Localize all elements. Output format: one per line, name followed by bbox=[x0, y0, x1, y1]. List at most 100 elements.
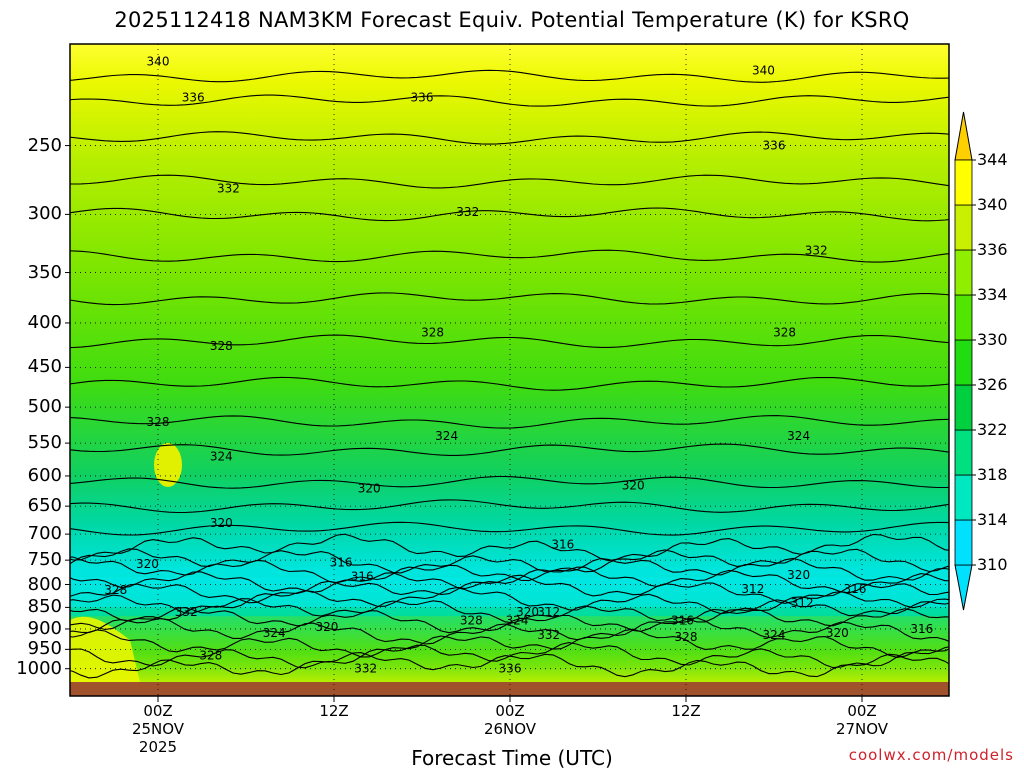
contour-label-text: 332 bbox=[354, 662, 377, 676]
colorbar-segment bbox=[954, 294, 973, 341]
contour-label-text: 332 bbox=[217, 181, 240, 195]
colorbar-label: 334 bbox=[977, 285, 1008, 304]
y-tick-label: 850 bbox=[27, 596, 62, 618]
contour-label: 324 bbox=[763, 628, 786, 642]
contour-label-text: 336 bbox=[182, 90, 205, 104]
y-tick-label: 1000 bbox=[16, 657, 62, 679]
y-tick-label: 700 bbox=[27, 523, 62, 545]
x-tick-label: 12Z bbox=[319, 702, 349, 720]
contour-line bbox=[70, 499, 949, 514]
colorbar-label: 340 bbox=[977, 195, 1008, 214]
contour-label-text: 320 bbox=[316, 620, 339, 634]
contour-line bbox=[70, 292, 949, 306]
y-tick-label: 800 bbox=[27, 573, 62, 595]
contour-label-text: 320 bbox=[622, 478, 645, 492]
y-tick-label: 250 bbox=[27, 134, 62, 156]
contour-label: 332 bbox=[354, 662, 377, 676]
y-tick-label: 350 bbox=[27, 261, 62, 283]
contour-line bbox=[70, 415, 949, 429]
contour-label: 320 bbox=[826, 626, 849, 640]
contour-line bbox=[70, 628, 949, 658]
contour-label-text: 328 bbox=[147, 415, 170, 429]
contour-line bbox=[70, 69, 949, 83]
contour-line bbox=[70, 652, 949, 679]
colorbar-segment bbox=[954, 249, 973, 296]
contour-label-text: 328 bbox=[104, 583, 127, 597]
contour-line bbox=[70, 617, 949, 645]
contour-label: 328 bbox=[421, 325, 444, 339]
contour-label: 320 bbox=[358, 481, 381, 495]
x-tick-label: 12Z bbox=[671, 702, 701, 720]
colorbar-low-arrow bbox=[954, 564, 973, 611]
contour-line bbox=[70, 566, 949, 594]
contour-label: 316 bbox=[910, 622, 933, 636]
contour-label-text: 340 bbox=[752, 64, 775, 78]
contour-label-text: 336 bbox=[411, 90, 434, 104]
contour-label-text: 328 bbox=[773, 325, 796, 339]
colorbar-segment bbox=[954, 474, 973, 521]
contour-label: 324 bbox=[263, 626, 286, 640]
contour-label-text: 316 bbox=[551, 538, 574, 552]
contour-label-text: 312 bbox=[537, 605, 560, 619]
contour-label-text: 316 bbox=[910, 622, 933, 636]
contour-label-text: 324 bbox=[210, 450, 233, 464]
contour-label: 332 bbox=[175, 605, 198, 619]
y-tick-label: 500 bbox=[27, 396, 62, 418]
contour-label: 312 bbox=[791, 596, 814, 610]
colorbar-label: 322 bbox=[977, 420, 1008, 439]
contour-label: 324 bbox=[435, 429, 458, 443]
colorbar-label: 318 bbox=[977, 465, 1008, 484]
contour-line bbox=[70, 376, 949, 391]
x-tick-label: 27NOV bbox=[835, 720, 889, 738]
colorbar-segment bbox=[954, 384, 973, 431]
contour-label: 324 bbox=[787, 429, 810, 443]
ground-strip bbox=[70, 682, 949, 696]
colorbar-label: 326 bbox=[977, 375, 1008, 394]
contour-line bbox=[70, 443, 949, 456]
contour-label-text: 316 bbox=[330, 556, 353, 570]
contour-label: 328 bbox=[210, 339, 233, 353]
contour-label: 336 bbox=[411, 90, 434, 104]
contour-label-text: 328 bbox=[675, 630, 698, 644]
contour-label-text: 320 bbox=[136, 557, 159, 571]
contour-label: 312 bbox=[741, 582, 764, 596]
contour-label: 316 bbox=[551, 538, 574, 552]
contour-label-text: 320 bbox=[358, 481, 381, 495]
contour-label-text: 328 bbox=[421, 325, 444, 339]
contour-label-text: 332 bbox=[456, 205, 479, 219]
contour-label: 316 bbox=[671, 613, 694, 627]
contour-line bbox=[70, 607, 949, 634]
contour-label-text: 332 bbox=[175, 605, 198, 619]
x-tick-label: 2025 bbox=[138, 738, 178, 756]
contour-label: 320 bbox=[316, 620, 339, 634]
contour-label: 324 bbox=[210, 450, 233, 464]
contour-label: 316 bbox=[330, 556, 353, 570]
colorbar-segment bbox=[954, 339, 973, 386]
contour-label-text: 328 bbox=[460, 613, 483, 627]
y-tick-label: 900 bbox=[27, 617, 62, 639]
contour-line bbox=[70, 574, 949, 604]
x-tick-label: 00Z bbox=[847, 702, 877, 720]
contour-label: 332 bbox=[805, 243, 828, 257]
contour-line bbox=[70, 131, 949, 145]
contour-label-text: 316 bbox=[351, 569, 374, 583]
contour-label-text: 312 bbox=[791, 596, 814, 610]
chart-title: 2025112418 NAM3KM Forecast Equiv. Potent… bbox=[114, 8, 910, 32]
contour-label: 336 bbox=[499, 662, 522, 676]
y-tick-label: 450 bbox=[27, 356, 62, 378]
contour-label-text: 336 bbox=[763, 139, 786, 153]
contour-label: 328 bbox=[773, 325, 796, 339]
contour-label: 328 bbox=[199, 648, 222, 662]
contour-label-text: 336 bbox=[499, 662, 522, 676]
y-tick-label: 300 bbox=[27, 203, 62, 225]
colorbar-label: 310 bbox=[977, 555, 1008, 574]
contour-label-text: 320 bbox=[516, 605, 539, 619]
contour-line bbox=[70, 475, 949, 489]
contour-label: 332 bbox=[456, 205, 479, 219]
y-tick-label: 750 bbox=[27, 549, 62, 571]
contour-label: 316 bbox=[351, 569, 374, 583]
contour-label: 320 bbox=[136, 557, 159, 571]
colorbar-segment bbox=[954, 204, 973, 251]
y-tick-label: 650 bbox=[27, 495, 62, 517]
contour-line bbox=[70, 249, 949, 263]
